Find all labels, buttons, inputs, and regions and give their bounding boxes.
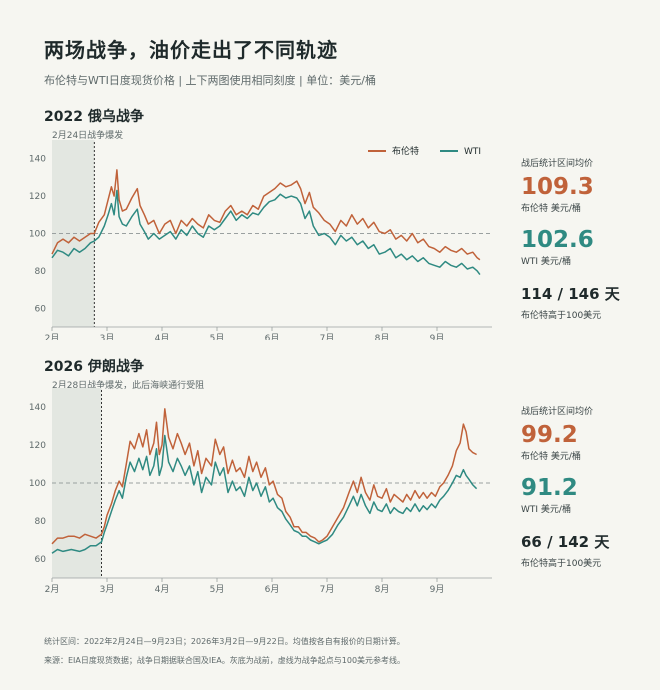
stats-2026: 战后统计区间均价 99.2 布伦特 美元/桶 91.2 WTI 美元/桶 66 … <box>521 404 609 569</box>
footer-source-note: 来源：EIA日度现货数据；战争日期据联合国及IEA。灰底为战前，虚线为战争起点与… <box>44 656 406 665</box>
chart-2022: 60 80 100 120 140 2月 3月 4月 5月 6月 7月 8月 9月 布伦特 WTI <box>29 140 492 340</box>
wti-avg-value: 102.6 <box>521 227 594 253</box>
x-tick-label: 6月 <box>265 333 280 340</box>
y-tick-label: 120 <box>29 441 46 451</box>
y-tick-label: 60 <box>35 555 47 565</box>
stat-label: 战后统计区间均价 <box>521 407 594 417</box>
series-line-wti <box>51 434 478 554</box>
x-tick-label: 4月 <box>155 333 170 340</box>
footer-range-note: 统计区间：2022年2月24日—9月23日；2026年3月2日—9月22日。均值… <box>44 637 405 646</box>
x-tick-label: 2月 <box>45 584 60 595</box>
x-tick-label: 9月 <box>430 333 445 340</box>
y-tick-label: 100 <box>29 230 46 240</box>
wti-avg-value: 91.2 <box>521 475 578 501</box>
chart-2026: 60 80 100 120 140 2月 3月 4月 5月 6月 7月 8月 9月 <box>29 388 492 595</box>
x-tick-label: 3月 <box>100 333 115 340</box>
brent-avg-unit: 布伦特 美元/桶 <box>521 452 581 462</box>
panel-note-2022: 2月24日战争爆发 <box>52 131 124 141</box>
y-tick-label: 100 <box>29 479 46 489</box>
x-tick-label: 5月 <box>210 333 225 340</box>
x-tick-label: 6月 <box>265 584 280 595</box>
x-tick-label: 7月 <box>320 584 335 595</box>
x-tick-label: 5月 <box>210 584 225 595</box>
legend-label-wti: WTI <box>464 147 481 157</box>
wti-avg-unit: WTI 美元/桶 <box>521 257 571 267</box>
y-tick-label: 140 <box>29 403 46 413</box>
y-tick-label: 140 <box>29 155 46 165</box>
x-tick-label: 4月 <box>155 584 170 595</box>
x-tick-label: 8月 <box>375 584 390 595</box>
y-tick-label: 120 <box>29 192 46 202</box>
wti-avg-unit: WTI 美元/桶 <box>521 505 571 515</box>
series-line-wti <box>51 189 481 276</box>
page-title: 两场战争，油价走出了不同轨迹 <box>44 38 338 62</box>
panel-note-2026: 2月28日战争爆发，此后海峡通行受阻 <box>52 381 205 391</box>
panel-title-2026: 2026 伊朗战争 <box>44 359 144 375</box>
y-tick-label: 80 <box>35 517 47 527</box>
brent-avg-unit: 布伦特 美元/桶 <box>521 204 581 214</box>
days-label: 布伦特高于100美元 <box>521 559 602 569</box>
x-tick-label: 2月 <box>45 333 60 340</box>
x-tick-label: 9月 <box>430 584 445 595</box>
series-line-brent <box>51 408 477 545</box>
brent-avg-value: 109.3 <box>521 174 594 200</box>
x-tick-label: 3月 <box>100 584 115 595</box>
y-tick-label: 60 <box>35 304 47 314</box>
page-subtitle: 布伦特与WTI日度现货价格 | 上下两图使用相同刻度 | 单位：美元/桶 <box>44 74 376 87</box>
brent-avg-value: 99.2 <box>521 422 578 448</box>
stat-label: 战后统计区间均价 <box>521 159 594 169</box>
days-above-100: 66 / 142 天 <box>521 533 610 551</box>
stats-2022: 战后统计区间均价 109.3 布伦特 美元/桶 102.6 WTI 美元/桶 1… <box>521 156 620 321</box>
legend-label-brent: 布伦特 <box>392 145 419 157</box>
y-tick-label: 80 <box>35 267 47 277</box>
panel-title-2022: 2022 俄乌战争 <box>44 109 144 125</box>
x-tick-label: 8月 <box>375 333 390 340</box>
days-label: 布伦特高于100美元 <box>521 311 602 321</box>
series-line-brent <box>51 169 481 261</box>
x-tick-label: 7月 <box>320 333 335 340</box>
days-above-100: 114 / 146 天 <box>521 285 620 303</box>
